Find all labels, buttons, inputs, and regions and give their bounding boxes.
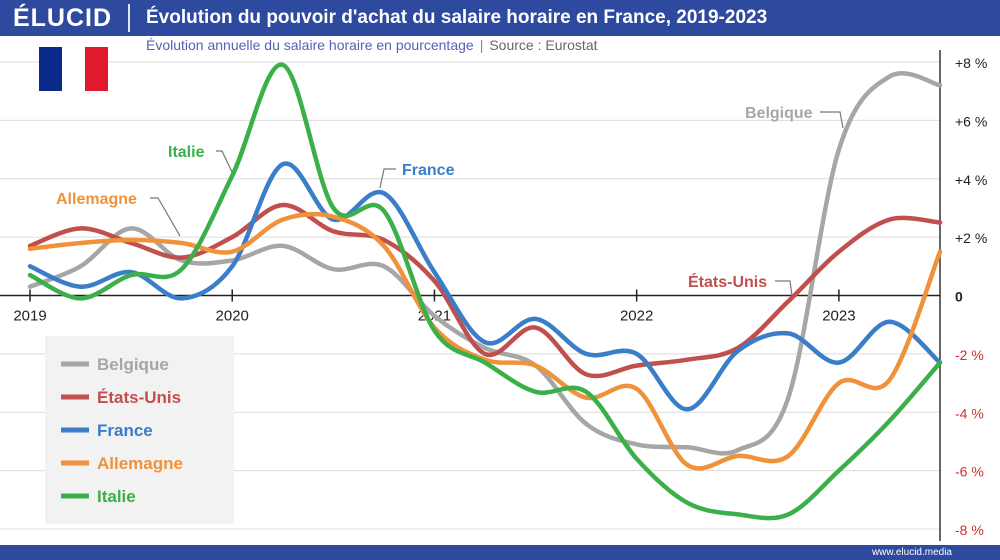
y-tick-label: -4 %	[955, 405, 984, 421]
elucid-logo: ÉLUCID	[12, 4, 113, 32]
series-annotations: Belgique États-Unis France Allemagne Italie	[56, 105, 844, 297]
header-bar: ÉLUCID Évolution du pouvoir d'achat du s…	[0, 0, 1000, 36]
chart-subtitle: Évolution annuelle du salaire horaire en…	[146, 37, 598, 53]
series-label-allemagne: Allemagne	[56, 191, 137, 208]
x-axis: 2019 2020 2021 2022 2023	[0, 289, 940, 325]
series-line-allemagne	[27, 211, 943, 471]
flag-red-band	[85, 47, 108, 91]
subtitle-separator: |	[479, 37, 484, 53]
footer-url: www.elucid.media	[871, 547, 952, 558]
legend-label-france: France	[97, 421, 153, 440]
series-label-france: France	[402, 162, 455, 179]
legend: Belgique États-Unis France Allemagne Italie	[45, 336, 234, 524]
series-label-italie: Italie	[168, 144, 205, 161]
leader-line-belgique	[820, 111, 844, 129]
y-tick-label: -8 %	[955, 522, 984, 538]
footer-bar: www.elucid.media	[0, 545, 1000, 560]
flag-blue-band	[39, 47, 62, 91]
y-tick-label: +8 %	[955, 55, 987, 71]
y-tick-label: 0	[955, 289, 963, 305]
leader-line-etats-unis	[775, 280, 793, 297]
x-tick-label: 2023	[822, 308, 855, 325]
y-tick-label: -6 %	[955, 464, 984, 480]
y-axis: +8 % +6 % +4 % +2 % 0 -2 % -4 % -6 % -8 %	[939, 50, 987, 541]
series-label-etats-unis: États-Unis	[688, 272, 767, 291]
france-flag-icon	[39, 47, 108, 91]
series-line-france	[27, 161, 943, 412]
y-tick-label: -2 %	[955, 347, 984, 363]
leader-line-italie	[216, 150, 233, 173]
leader-line-allemagne	[150, 197, 181, 237]
legend-label-italie: Italie	[97, 487, 136, 506]
legend-label-belgique: Belgique	[97, 355, 169, 374]
header-divider	[128, 4, 130, 32]
leader-line-france	[379, 168, 396, 189]
series-line-belgique	[27, 71, 943, 456]
legend-label-etats-unis: États-Unis	[97, 388, 181, 407]
chart-title: Évolution du pouvoir d'achat du salaire …	[146, 7, 768, 28]
y-tick-label: +6 %	[955, 113, 987, 129]
x-tick-label: 2020	[216, 308, 249, 325]
x-tick-label: 2019	[13, 308, 46, 325]
series-line-italie	[27, 62, 943, 521]
source-text: Source : Eurostat	[489, 37, 598, 53]
y-tick-label: +4 %	[955, 172, 987, 188]
legend-items: Belgique États-Unis France Allemagne Italie	[61, 355, 183, 506]
legend-label-allemagne: Allemagne	[97, 454, 183, 473]
series-lines	[27, 62, 943, 521]
series-label-belgique: Belgique	[745, 105, 813, 122]
x-tick-label: 2022	[620, 308, 653, 325]
series-line-etats-unis	[27, 202, 943, 379]
y-tick-label: +2 %	[955, 230, 987, 246]
subtitle-text: Évolution annuelle du salaire horaire en…	[146, 37, 474, 53]
flag-white-band	[62, 47, 85, 91]
